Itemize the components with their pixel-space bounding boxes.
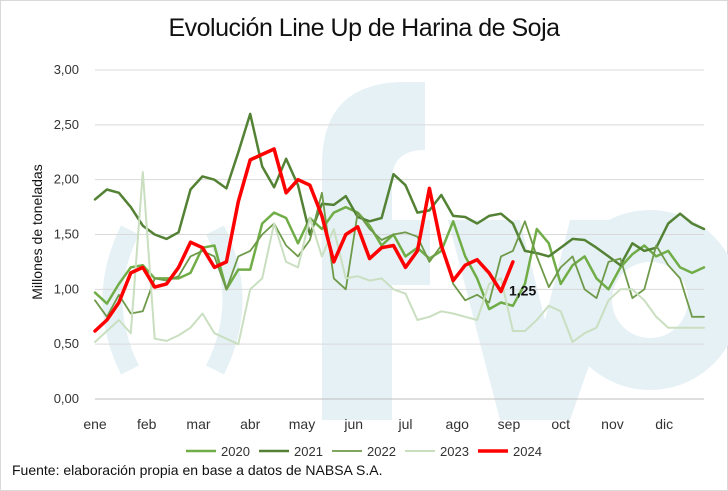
x-tick-label: oct bbox=[551, 416, 570, 432]
series-line-2020 bbox=[93, 205, 706, 311]
series-line-2022 bbox=[94, 191, 705, 318]
series-lines bbox=[93, 112, 706, 346]
legend-label-2020: 2020 bbox=[221, 444, 250, 459]
legend-label-2022: 2022 bbox=[367, 444, 396, 459]
source-note: Fuente: elaboración propia en base a dat… bbox=[12, 462, 383, 478]
y-tick-label: 2,00 bbox=[54, 172, 79, 187]
x-tick-label: mar bbox=[186, 416, 210, 432]
legend: 2020 2021 2022 2023 2024 bbox=[186, 444, 542, 459]
x-tick-label: nov bbox=[601, 416, 624, 432]
x-tick-label: abr bbox=[240, 416, 261, 432]
watermark-arc-left bbox=[102, 225, 140, 375]
x-tick-label: jul bbox=[397, 416, 412, 432]
x-tick-label: ene bbox=[83, 416, 107, 432]
data-label-2024-last: 1,25 bbox=[509, 283, 536, 299]
x-tick-label: may bbox=[289, 416, 315, 432]
y-tick-label: 1,50 bbox=[54, 227, 79, 242]
axes: 0,00 0,50 1,00 1,50 2,00 2,50 3,00 ene feb mar abr… bbox=[54, 62, 673, 432]
series-line-2024 bbox=[93, 147, 515, 333]
y-tick-label: 0,50 bbox=[54, 336, 79, 351]
x-tick-label: feb bbox=[137, 416, 157, 432]
watermark-arc-right bbox=[205, 225, 243, 375]
watermark-letter-o-hole bbox=[612, 262, 688, 338]
x-tick-label: ago bbox=[446, 416, 470, 432]
legend-label-2023: 2023 bbox=[440, 444, 469, 459]
y-tick-label: 1,00 bbox=[54, 281, 79, 296]
legend-label-2021: 2021 bbox=[294, 444, 323, 459]
series-line-2023 bbox=[94, 171, 705, 346]
legend-label-2024: 2024 bbox=[513, 444, 542, 459]
x-tick-label: jun bbox=[343, 416, 363, 432]
series-line-2021 bbox=[93, 112, 706, 267]
y-tick-label: 3,00 bbox=[54, 62, 79, 77]
y-tick-label: 0,00 bbox=[54, 391, 79, 406]
x-tick-label: sep bbox=[498, 416, 521, 432]
x-tick-label: dic bbox=[655, 416, 673, 432]
y-tick-label: 2,50 bbox=[54, 117, 79, 132]
chart-title: Evolución Line Up de Harina de Soja bbox=[168, 14, 560, 42]
